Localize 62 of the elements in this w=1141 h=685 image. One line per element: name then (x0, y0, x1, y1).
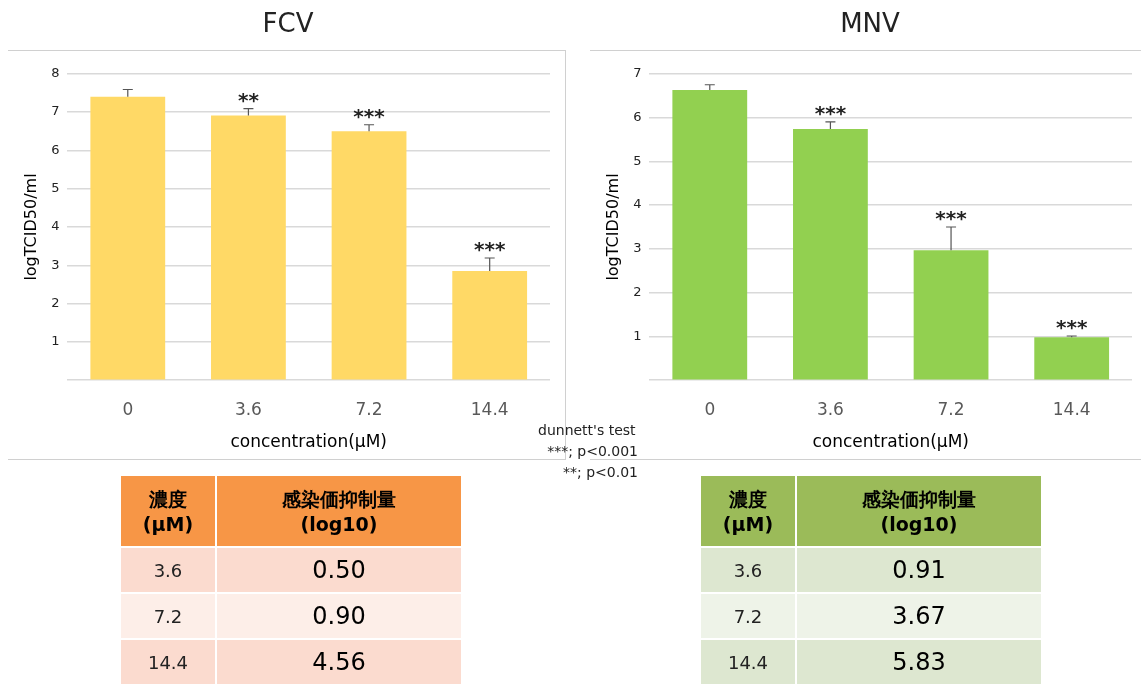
data-label: 5.83 (796, 639, 1042, 685)
y-tick-label: 7 (51, 103, 60, 119)
annotation: *** (473, 237, 506, 262)
data-label: 4.56 (216, 639, 462, 685)
category-label: 7.2 (120, 593, 216, 639)
y-tick-label: 5 (633, 152, 642, 168)
category-label: 3.6 (120, 547, 216, 593)
x-axis-title: concentration(μM) (812, 431, 969, 452)
y-axis-title: logTCID50/ml (602, 173, 622, 281)
bar (913, 250, 989, 380)
y-tick-label: 3 (633, 240, 642, 256)
x-tick-label: 3.6 (234, 398, 262, 419)
bar (90, 96, 166, 380)
chart-title: FCV (261, 8, 315, 38)
y-tick-label: 1 (51, 333, 60, 349)
annotation: *** (1055, 314, 1088, 339)
y-tick-label: 2 (51, 294, 60, 310)
y-axis-title: logTCID50/ml (20, 173, 40, 281)
x-tick-label: 7.2 (355, 398, 383, 419)
text: **; p<0.01 (562, 463, 638, 482)
bar (1034, 337, 1110, 380)
data-label: 3.67 (796, 593, 1042, 639)
x-axis-title: concentration(μM) (230, 431, 387, 452)
data-label: 0.50 (216, 547, 462, 593)
y-tick-label: 7 (633, 65, 642, 81)
y-tick-label: 8 (51, 65, 60, 81)
x-tick-label: 3.6 (816, 398, 844, 419)
chart-title: MNV (839, 8, 901, 38)
bar (793, 128, 868, 380)
category-label: 3.6 (700, 547, 796, 593)
text: dunnett's test (538, 421, 637, 440)
text: 濃度 (μM) (721, 487, 775, 535)
bar (331, 131, 407, 380)
data-label: 0.90 (216, 593, 462, 639)
category-label: 14.4 (120, 639, 216, 685)
x-tick-label: 7.2 (937, 398, 965, 419)
annotation: *** (353, 103, 386, 128)
y-tick-label: 6 (633, 108, 642, 124)
y-tick-label: 5 (51, 180, 60, 196)
y-tick-label: 1 (633, 327, 642, 343)
annotation: *** (935, 206, 968, 230)
category-label: 7.2 (700, 593, 796, 639)
x-tick-label: 0 (704, 398, 716, 419)
x-tick-label: 14.4 (470, 398, 509, 419)
y-tick-label: 3 (51, 256, 60, 272)
y-tick-label: 4 (51, 218, 60, 234)
y-tick-label: 6 (51, 141, 60, 157)
data-label: 0.91 (796, 547, 1042, 593)
y-tick-label: 2 (633, 284, 642, 300)
annotation: ** (237, 87, 260, 112)
x-tick-label: 14.4 (1052, 398, 1091, 419)
x-tick-label: 0 (122, 398, 134, 419)
y-tick-label: 4 (633, 196, 642, 212)
bar (211, 115, 286, 380)
annotation: *** (814, 100, 847, 125)
category-label: 14.4 (700, 639, 796, 685)
bar (452, 271, 528, 380)
text: 感染価抑制量 (log10) (861, 487, 977, 535)
text: ***; p<0.001 (546, 442, 638, 461)
bar (672, 90, 748, 380)
text: 感染価抑制量 (log10) (281, 487, 397, 535)
text: 濃度 (μM) (141, 487, 195, 535)
